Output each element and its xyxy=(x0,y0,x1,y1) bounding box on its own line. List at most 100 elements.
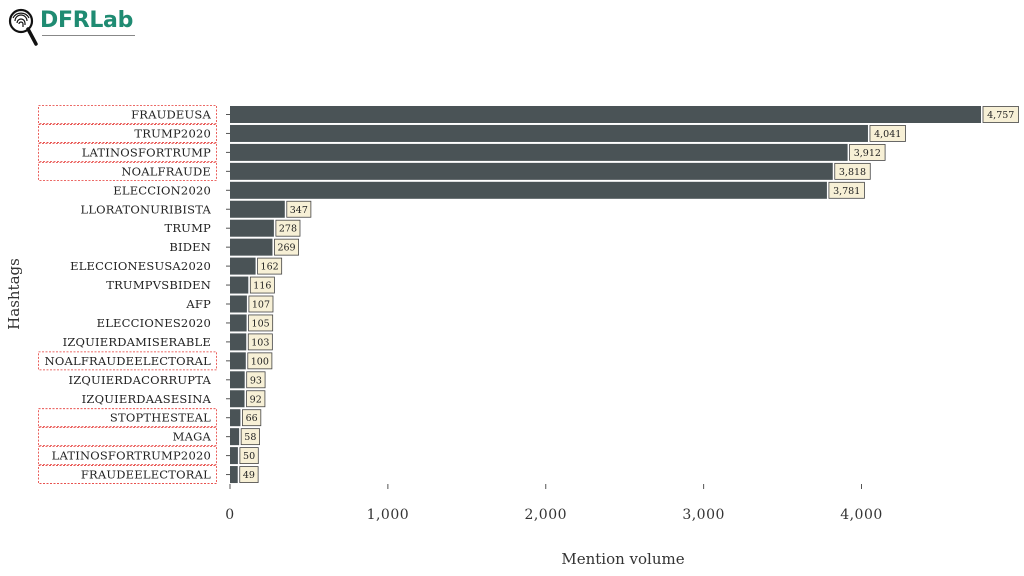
category-label: LATINOSFORTRUMP xyxy=(82,145,211,159)
category-label: TRUMPVSBIDEN xyxy=(106,278,211,292)
value-label-box xyxy=(242,409,262,427)
x-tick-label: 1,000 xyxy=(367,507,410,523)
category-labels-group: FRAUDEUSA TRUMP2020 LATINOSFORTRUMP NOALFRA… xyxy=(38,105,230,484)
bar-stopthesteal xyxy=(230,409,241,427)
value-label-box xyxy=(248,314,274,332)
value-label: 278 xyxy=(279,224,297,235)
bars-group xyxy=(230,106,981,484)
value-label-box xyxy=(248,295,274,313)
bar-biden xyxy=(230,238,273,256)
x-tick-label: 2,000 xyxy=(524,507,567,523)
bar-latinosfortrump xyxy=(230,143,848,161)
bar-latinosfortrump2020 xyxy=(230,447,238,465)
category-label: BIDEN xyxy=(169,240,211,254)
value-labels-group: 4,757 4,041 3,912 3,818 3,781 347 278 269 162 116… xyxy=(239,106,1019,483)
value-label-box xyxy=(239,447,259,465)
value-label-box xyxy=(849,143,886,161)
highlight-box xyxy=(38,446,217,466)
y-axis-title: Hashtags xyxy=(5,258,23,330)
value-label: 4,757 xyxy=(987,110,1014,121)
bar-fraudeusa xyxy=(230,106,981,123)
bar-lloratonuribista xyxy=(230,200,285,218)
value-label-box xyxy=(257,257,283,275)
value-label: 347 xyxy=(290,205,308,216)
bar-izquierdamiserable xyxy=(230,333,247,351)
dfrlab-logo: DFRLab xyxy=(6,4,138,48)
value-label: 93 xyxy=(250,375,262,386)
x-axis-title: Mention volume xyxy=(561,550,684,568)
value-label: 162 xyxy=(261,262,279,273)
category-label: NOALFRAUDE xyxy=(121,164,211,178)
value-label: 105 xyxy=(252,318,270,329)
highlight-box xyxy=(38,142,217,162)
bar-elecciones2020 xyxy=(230,314,247,332)
x-axis: 0 1,000 2,000 3,000 4,000 xyxy=(225,484,882,523)
highlight-box xyxy=(38,427,217,447)
category-label: IZQUIERDAMISERABLE xyxy=(63,335,211,349)
bar-noalfraude xyxy=(230,162,833,180)
value-label: 4,041 xyxy=(874,129,901,140)
category-label: STOPTHESTEAL xyxy=(110,411,211,425)
category-label: IZQUIERDAASESINA xyxy=(82,392,212,406)
value-label-box xyxy=(249,276,275,294)
value-label: 58 xyxy=(244,432,256,443)
bar-eleccionesusa2020 xyxy=(230,257,256,275)
category-label: TRUMP xyxy=(164,221,211,235)
value-label: 103 xyxy=(251,337,269,348)
bar-fraudeelectoral xyxy=(230,466,238,484)
value-label: 269 xyxy=(277,243,295,254)
category-label: ELECCION2020 xyxy=(113,183,211,197)
category-label: IZQUIERDACORRUPTA xyxy=(69,373,212,387)
value-label-box xyxy=(247,333,273,351)
value-label-box xyxy=(247,352,273,370)
bar-trump2020 xyxy=(230,124,868,142)
highlight-box xyxy=(38,408,217,428)
category-label: FRAUDEELECTORAL xyxy=(81,468,211,482)
category-label: ELECCIONESUSA2020 xyxy=(70,259,211,273)
value-label-box xyxy=(275,219,301,237)
value-label-box xyxy=(274,238,299,256)
value-label: 3,818 xyxy=(839,167,866,178)
logo-text: DFRLab xyxy=(40,8,134,33)
value-label-box xyxy=(239,466,259,483)
category-label: NOALFRAUDEELECTORAL xyxy=(45,354,212,368)
value-label-box xyxy=(246,371,266,389)
bar-trumpvsbiden xyxy=(230,276,249,294)
highlight-box xyxy=(38,105,217,124)
category-label: AFP xyxy=(185,297,211,311)
highlight-box xyxy=(38,465,217,484)
bar-afp xyxy=(230,295,247,313)
value-label: 50 xyxy=(243,451,255,462)
value-label-box xyxy=(246,390,266,408)
x-tick-label: 3,000 xyxy=(682,507,725,523)
bar-izquierdaasesina xyxy=(230,390,245,408)
value-label: 116 xyxy=(253,281,271,292)
value-label-box xyxy=(828,181,865,199)
magnifier-fingerprint-icon xyxy=(8,8,38,46)
category-label: LLORATONURIBISTA xyxy=(80,202,211,216)
value-label: 3,781 xyxy=(833,186,860,197)
value-label: 107 xyxy=(252,300,270,311)
value-label-box xyxy=(240,428,260,446)
highlight-box xyxy=(38,161,217,181)
value-label-box xyxy=(869,125,906,142)
category-label: ELECCIONES2020 xyxy=(97,316,211,330)
highlight-box xyxy=(38,351,217,371)
value-label-box xyxy=(834,162,871,180)
logo-underline xyxy=(42,35,135,36)
highlight-box xyxy=(38,124,217,143)
bar-eleccion2020 xyxy=(230,181,827,199)
category-label: TRUMP2020 xyxy=(134,126,211,140)
category-label: FRAUDEUSA xyxy=(131,108,211,122)
category-label: LATINOSFORTRUMP2020 xyxy=(52,449,211,463)
value-label: 100 xyxy=(251,356,269,367)
value-label: 66 xyxy=(246,413,258,424)
bar-noalfraudeelectoral xyxy=(230,352,246,370)
value-label-box xyxy=(286,200,312,218)
value-label: 3,912 xyxy=(854,148,881,159)
bar-izquierdacorrupta xyxy=(230,371,245,389)
x-tick-label: 0 xyxy=(225,507,234,523)
value-label-box xyxy=(982,106,1019,123)
x-tick-label: 4,000 xyxy=(840,507,883,523)
